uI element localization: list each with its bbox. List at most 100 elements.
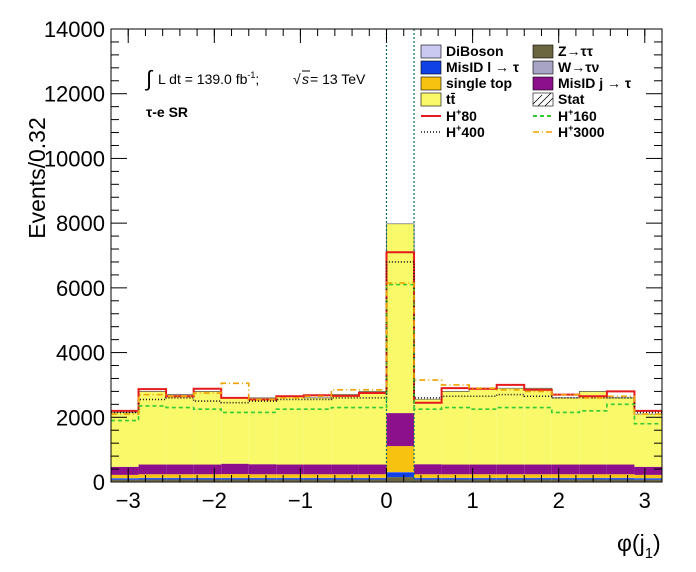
bar-misid-j-bin-6 bbox=[276, 464, 304, 475]
bar-z-bin-6 bbox=[276, 479, 304, 482]
hatch-line bbox=[537, 92, 552, 107]
energy-text: = 13 TeV bbox=[310, 71, 366, 87]
bar-z-bin-15 bbox=[524, 479, 552, 482]
bar-z-bin-19 bbox=[634, 479, 662, 482]
bar-tt-bin-19 bbox=[634, 414, 662, 467]
bar-misid-l-bin-6 bbox=[276, 478, 304, 480]
legend-swatch-stat bbox=[532, 92, 554, 107]
bar-tt-bin-6 bbox=[276, 396, 304, 465]
legend-label-misid-l: MisID l → τ bbox=[446, 59, 520, 75]
bar-misid-l-bin-9 bbox=[358, 478, 387, 480]
lumi-annotation: ∫ L dt = 139.0 fb-1; √ s = 13 TeV bbox=[144, 66, 366, 91]
bar-tt-bin-9 bbox=[358, 391, 387, 465]
y-axis-label: Events/0.32 bbox=[24, 117, 50, 238]
bar-tt-bin-16 bbox=[551, 397, 580, 465]
bar-misid-j-bin-13 bbox=[469, 464, 497, 475]
bar-misid-l-bin-8 bbox=[331, 478, 359, 480]
bar-misid-j-bin-14 bbox=[496, 464, 525, 475]
bar-z-bin-14 bbox=[496, 479, 525, 482]
bar-single-top-bin-15 bbox=[524, 474, 552, 478]
bar-z-bin-3 bbox=[193, 479, 222, 482]
bar-single-top-bin-14 bbox=[496, 474, 525, 478]
legend-entry-wtaunu: W→τν bbox=[532, 59, 599, 75]
bar-misid-j-bin-7 bbox=[303, 464, 332, 475]
bar-single-top-bin-9 bbox=[358, 474, 387, 478]
bar-misid-j-bin-16 bbox=[551, 464, 580, 475]
bar-z-bin-1 bbox=[138, 479, 167, 482]
bar-single-top-bin-3 bbox=[193, 474, 222, 478]
bar-z-bin-13 bbox=[469, 479, 497, 482]
x-tick-label: 3 bbox=[639, 488, 651, 513]
bar-misid-j-bin-15 bbox=[524, 464, 552, 475]
x-tick-label: −1 bbox=[288, 488, 313, 513]
y-tick-label: 10000 bbox=[44, 146, 105, 171]
bar-misid-l-bin-1 bbox=[138, 478, 167, 480]
bar-tt-bin-0 bbox=[111, 412, 139, 467]
legend-entry-misid-l: MisID l → τ bbox=[420, 59, 520, 75]
bar-tt-bin-5 bbox=[248, 397, 277, 465]
bar-misid-l-bin-14 bbox=[496, 478, 525, 480]
signal-curves bbox=[111, 251, 662, 425]
bar-misid-j-bin-18 bbox=[606, 464, 635, 475]
legend-swatch-diboson bbox=[420, 44, 442, 59]
bar-misid-l-bin-10 bbox=[386, 472, 415, 478]
x-tick-label: 1 bbox=[466, 488, 478, 513]
legend-entry-diboson: DiBoson bbox=[420, 43, 504, 59]
region-label: τ-e SR bbox=[146, 104, 188, 120]
legend-label-h160: H+160 bbox=[558, 107, 597, 124]
y-tick-label: 0 bbox=[93, 470, 105, 495]
total-stack-outline bbox=[111, 223, 662, 415]
legend-entry-ztautau: Z→ττ bbox=[532, 43, 594, 59]
bar-z-bin-0 bbox=[111, 479, 139, 482]
bar-single-top-bin-13 bbox=[469, 474, 497, 478]
bar-misid-j-bin-1 bbox=[138, 464, 167, 475]
bar-misid-l-bin-13 bbox=[469, 478, 497, 480]
x-tick-label: 2 bbox=[553, 488, 565, 513]
bar-misid-j-bin-4 bbox=[221, 463, 249, 475]
bar-z-bin-4 bbox=[221, 479, 249, 482]
x-tick-label: −2 bbox=[202, 488, 227, 513]
hatch-line bbox=[532, 94, 543, 105]
legend-label-h400: H+400 bbox=[446, 123, 485, 140]
legend-entry-misid-j: MisID j → τ bbox=[532, 75, 632, 91]
bar-misid-j-bin-0 bbox=[111, 466, 139, 475]
bar-single-top-bin-4 bbox=[221, 474, 249, 478]
legend-swatch-misid-l bbox=[420, 60, 442, 75]
legend-swatch-single-top bbox=[420, 76, 442, 91]
bar-misid-l-bin-15 bbox=[524, 478, 552, 480]
bar-misid-l-bin-11 bbox=[414, 478, 442, 480]
bar-tt-bin-13 bbox=[469, 388, 497, 465]
bar-tt-bin-3 bbox=[193, 391, 222, 465]
legend-label-ttbar: tt̄ bbox=[446, 91, 456, 107]
x-axis-label: φ(j1) bbox=[617, 530, 661, 562]
bar-z-bin-18 bbox=[606, 479, 635, 482]
bar-tt-bin-12 bbox=[441, 391, 470, 465]
bar-misid-l-bin-4 bbox=[221, 478, 249, 480]
bar-single-top-bin-10 bbox=[386, 446, 415, 472]
bar-misid-l-bin-16 bbox=[551, 478, 580, 480]
bar-misid-j-bin-8 bbox=[331, 464, 359, 475]
legend-label-single-top: single top bbox=[446, 75, 512, 91]
bar-single-top-bin-18 bbox=[606, 474, 635, 478]
bar-tt-bin-15 bbox=[524, 388, 552, 465]
legend-label-h80: H+80 bbox=[446, 107, 477, 124]
bar-z-bin-16 bbox=[551, 479, 580, 482]
bar-tt-bin-14 bbox=[496, 388, 525, 465]
bar-z-bin-11 bbox=[414, 479, 442, 482]
bar-single-top-bin-8 bbox=[331, 474, 359, 478]
legend-entry-single-top: single top bbox=[420, 75, 512, 91]
axes: −3 −2 −1 0 1 2 3 0 2000 4000 6000 8000 10000 12000 140… bbox=[44, 17, 662, 513]
bar-misid-l-bin-5 bbox=[248, 478, 277, 480]
legend-entry-h80: H+80 bbox=[421, 107, 477, 124]
legend-label-diboson: DiBoson bbox=[446, 43, 504, 59]
bar-misid-j-bin-9 bbox=[358, 464, 387, 475]
legend-label-h3000: H+3000 bbox=[558, 123, 605, 140]
legend-swatch-ttbar bbox=[420, 92, 442, 107]
bar-misid-j-bin-2 bbox=[166, 464, 194, 475]
y-tick-label: 2000 bbox=[56, 405, 105, 430]
y-tick-label: 12000 bbox=[44, 82, 105, 107]
bar-z-bin-10 bbox=[386, 477, 415, 482]
bar-tt-bin-8 bbox=[331, 394, 359, 465]
sqrt-s: s bbox=[302, 71, 309, 87]
